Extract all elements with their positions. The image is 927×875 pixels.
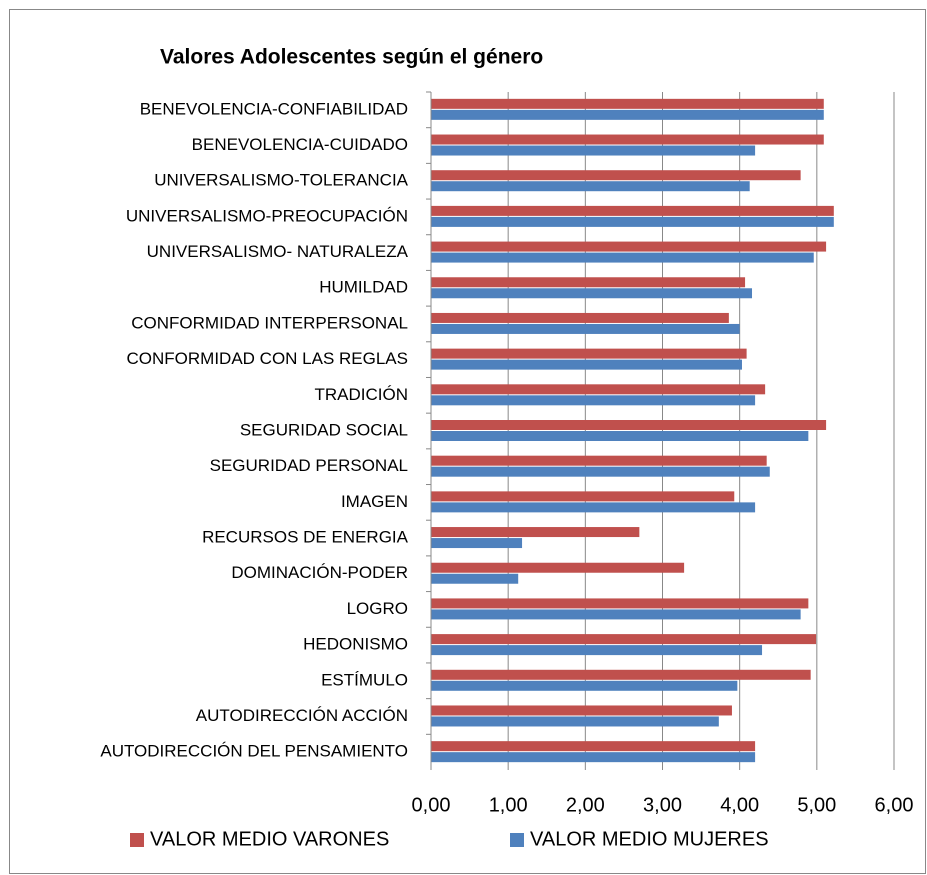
y-tick-label: UNIVERSALISMO-PREOCUPACIÓN bbox=[126, 206, 408, 225]
bar bbox=[431, 669, 811, 680]
y-tick-label: AUTODIRECCIÓN DEL PENSAMIENTO bbox=[100, 742, 408, 761]
x-tick-label: 4,00 bbox=[720, 794, 759, 816]
bar bbox=[431, 312, 729, 323]
y-tick-label: UNIVERSALISMO-TOLERANCIA bbox=[154, 171, 408, 190]
bar bbox=[431, 134, 824, 145]
bar bbox=[431, 205, 834, 216]
bar bbox=[431, 145, 756, 156]
y-tick-label: AUTODIRECCIÓN ACCIÓN bbox=[196, 706, 408, 725]
y-tick-label: ESTÍMULO bbox=[321, 670, 408, 689]
y-tick-label: SEGURIDAD SOCIAL bbox=[240, 420, 408, 439]
bar bbox=[431, 716, 719, 727]
bar bbox=[431, 680, 738, 691]
y-tick-label: TRADICIÓN bbox=[315, 385, 409, 404]
x-tick-label: 5,00 bbox=[797, 794, 836, 816]
bar bbox=[431, 323, 740, 334]
bar bbox=[431, 384, 766, 395]
y-tick-label: LOGRO bbox=[347, 599, 408, 618]
bar bbox=[431, 109, 824, 120]
bar bbox=[431, 455, 767, 466]
bar bbox=[431, 395, 756, 406]
bar bbox=[431, 573, 519, 584]
bar bbox=[431, 277, 746, 288]
bar bbox=[431, 598, 809, 609]
y-tick-label: DOMINACIÓN-PODER bbox=[231, 563, 408, 582]
y-tick-label: BENEVOLENCIA-CUIDADO bbox=[192, 135, 408, 154]
y-tick-label: HUMILDAD bbox=[319, 278, 408, 297]
bar bbox=[431, 538, 523, 549]
bar bbox=[431, 431, 809, 441]
bar bbox=[431, 252, 814, 263]
bar bbox=[431, 645, 763, 656]
y-tick-label: BENEVOLENCIA-CONFIABILIDAD bbox=[140, 99, 408, 118]
bar bbox=[431, 181, 750, 192]
bar bbox=[431, 359, 742, 370]
bar bbox=[431, 741, 756, 752]
y-tick-label: SEGURIDAD PERSONAL bbox=[210, 456, 408, 475]
bar bbox=[431, 98, 824, 109]
legend-label: VALOR MEDIO MUJERES bbox=[530, 828, 769, 850]
bar bbox=[431, 609, 801, 620]
bar bbox=[431, 216, 834, 227]
y-tick-label: CONFORMIDAD CON LAS REGLAS bbox=[127, 349, 409, 368]
x-tick-label: 0,00 bbox=[412, 794, 451, 816]
y-tick-label: HEDONISMO bbox=[303, 635, 408, 654]
bar bbox=[431, 420, 827, 430]
bar bbox=[431, 288, 753, 299]
x-tick-label: 2,00 bbox=[566, 794, 605, 816]
bar bbox=[431, 348, 747, 359]
bar bbox=[431, 562, 685, 573]
chart-title: Valores Adolescentes según el género bbox=[160, 46, 543, 69]
bar bbox=[431, 752, 756, 763]
x-tick-label: 3,00 bbox=[643, 794, 682, 816]
y-tick-label: IMAGEN bbox=[341, 492, 408, 511]
bar bbox=[431, 527, 640, 538]
bar bbox=[431, 634, 817, 645]
y-tick-label: RECURSOS DE ENERGIA bbox=[202, 528, 409, 547]
bar bbox=[431, 170, 801, 181]
legend-swatch bbox=[510, 833, 524, 847]
x-tick-label: 1,00 bbox=[489, 794, 528, 816]
legend-label: VALOR MEDIO VARONES bbox=[150, 828, 389, 850]
x-tick-label: 6,00 bbox=[875, 794, 914, 816]
bar bbox=[431, 502, 756, 513]
bar bbox=[431, 466, 770, 477]
bar bbox=[431, 491, 735, 502]
y-tick-label: CONFORMIDAD INTERPERSONAL bbox=[131, 313, 408, 332]
bar bbox=[431, 241, 827, 252]
legend-swatch bbox=[130, 833, 144, 847]
bar bbox=[431, 705, 732, 716]
y-tick-label: UNIVERSALISMO- NATURALEZA bbox=[147, 242, 409, 261]
